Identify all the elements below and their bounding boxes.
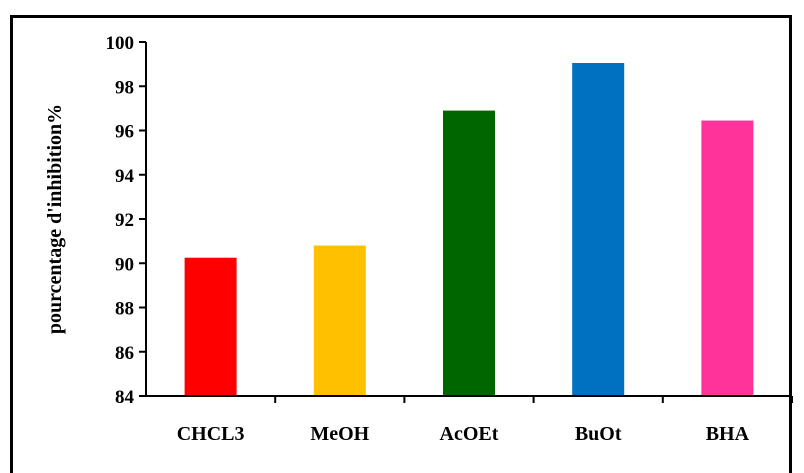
- bars: [184, 63, 793, 403]
- x-category-label: AcOEt: [440, 423, 499, 445]
- y-axis-title: pourcentage d'inhibition%: [44, 104, 66, 334]
- y-tick-label: 92: [115, 210, 134, 231]
- y-tick-label: 96: [115, 122, 134, 143]
- bar-chcl3: [184, 257, 237, 396]
- y-tick-label: 98: [115, 77, 134, 98]
- x-category-label: BuOt: [575, 423, 622, 445]
- x-category-label: BHA: [706, 423, 750, 445]
- bar-buot: [572, 63, 625, 397]
- x-category-label: CHCL3: [177, 423, 245, 445]
- bar-acoet: [443, 110, 495, 397]
- y-tick-label: 86: [115, 343, 134, 364]
- x-axis-labels: CHCL3 MeOH AcOEt BuOt BHA: [177, 423, 750, 445]
- y-tick-label: 84: [115, 387, 135, 408]
- bar-chart: 84 86 88 90 92 94 96 98 100 CHCL3 MeOH AcOEt BuOt BH…: [44, 33, 793, 445]
- y-axis-ticks: 84 86 88 90 92 94 96 98 100: [106, 33, 146, 408]
- y-tick-label: 94: [115, 166, 135, 187]
- x-category-label: MeOH: [310, 423, 369, 445]
- y-tick-label: 90: [115, 254, 134, 275]
- y-tick-label: 88: [115, 299, 134, 320]
- bar-meoh: [313, 245, 366, 396]
- bar-bha: [701, 120, 754, 396]
- y-tick-label: 100: [106, 33, 135, 54]
